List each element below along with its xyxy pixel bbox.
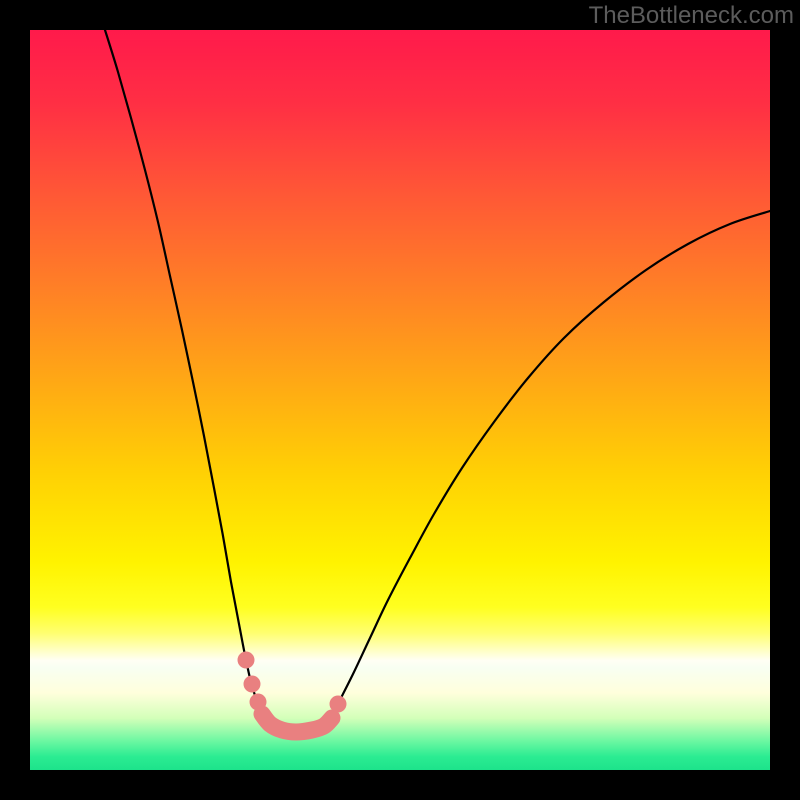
marker-point bbox=[250, 694, 267, 711]
chart-frame: TheBottleneck.com bbox=[0, 0, 800, 800]
marker-point bbox=[238, 652, 255, 669]
plot-svg bbox=[30, 30, 770, 770]
gradient-background bbox=[30, 30, 770, 770]
watermark-text: TheBottleneck.com bbox=[589, 2, 794, 30]
marker-point bbox=[330, 696, 347, 713]
plot-area bbox=[30, 30, 770, 770]
marker-point bbox=[244, 676, 261, 693]
